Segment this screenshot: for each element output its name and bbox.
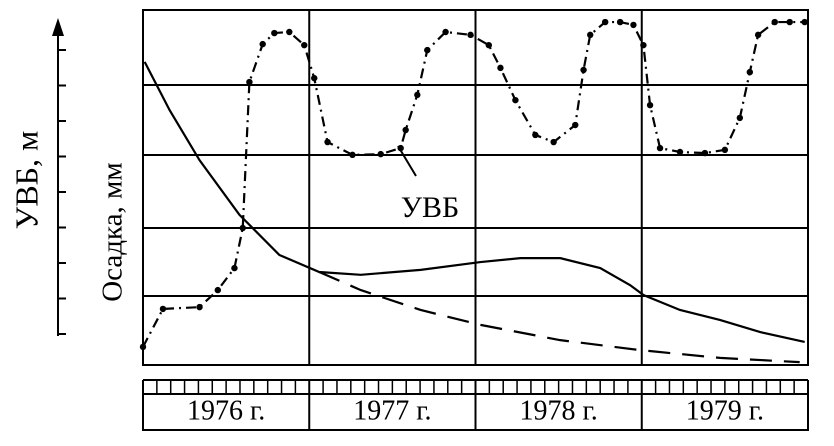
data-point [239,224,246,232]
data-point [616,18,624,26]
x-tick-label: 1979 г. [686,395,764,426]
data-point [497,64,504,72]
series-line [142,20,805,348]
x-tick-label: 1977 г. [353,395,431,426]
data-point [214,286,222,294]
y-axis-label-left: УВБ, м [8,131,44,230]
data-point [377,150,384,158]
data-point [442,28,449,36]
data-point [754,31,762,39]
x-tick-label: 1978 г. [519,395,597,426]
data-point [532,131,539,139]
data-point [676,148,684,156]
data-point [550,138,557,146]
data-point [721,146,729,154]
data-point [196,303,203,311]
data-point [139,343,147,351]
data-point [271,29,278,37]
y-axis-arrow [52,18,64,36]
data-point [467,31,474,39]
data-point [746,68,754,76]
data-point [259,40,266,48]
data-point [324,138,331,146]
data-point [424,46,431,54]
series-line [143,61,805,343]
data-point [630,21,637,29]
data-point [701,149,709,157]
x-tick-label: 1976 г. [187,395,265,426]
data-point [286,28,293,36]
data-point [159,305,167,313]
data-point [231,264,238,272]
series-line [318,270,800,364]
data-point [402,126,409,134]
data-point [246,78,253,86]
data-point [349,151,356,159]
data-point [580,66,587,74]
data-point [301,41,308,49]
data-point [485,41,492,49]
data-point [601,18,609,26]
data-point [414,91,421,99]
data-point [646,101,654,109]
data-point [572,121,579,129]
data-point [656,144,664,152]
data-point [771,18,778,26]
data-point [640,41,647,49]
data-point [512,96,519,104]
data-point [786,18,793,26]
data-point [587,31,594,39]
data-point [311,74,318,82]
y-axis-label-right: Осадка, мм [97,162,129,302]
data-point [397,144,404,152]
data-point [736,114,744,122]
data-point [801,18,808,26]
annotation: УВБ [401,191,459,224]
